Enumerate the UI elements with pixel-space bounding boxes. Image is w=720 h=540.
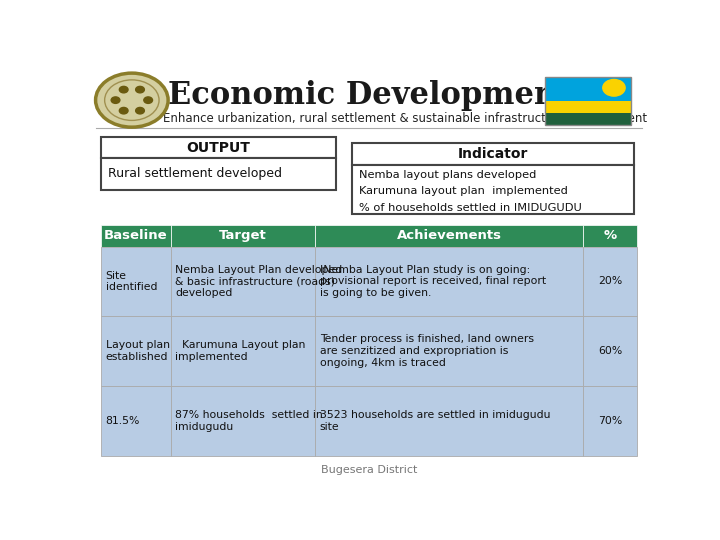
Bar — [545, 101, 631, 113]
Bar — [352, 165, 634, 214]
Text: Economic Development: Economic Development — [168, 80, 570, 111]
Circle shape — [135, 107, 145, 114]
Text: INemba Layout Plan study is on going:
provisional report is received, final repo: INemba Layout Plan study is on going: pr… — [320, 265, 546, 298]
Text: Rural settlement developed: Rural settlement developed — [108, 167, 282, 180]
Text: % of households settled in IMIDUGUDU: % of households settled in IMIDUGUDU — [359, 203, 582, 213]
Circle shape — [96, 73, 168, 127]
Bar — [352, 143, 634, 165]
Text: 20%: 20% — [598, 276, 622, 286]
Bar — [101, 137, 336, 158]
Text: %: % — [603, 229, 616, 242]
Text: OUTPUT: OUTPUT — [186, 140, 251, 154]
Bar — [583, 246, 636, 316]
Text: Target: Target — [220, 229, 267, 242]
Text: Karumuna layout plan  implemented: Karumuna layout plan implemented — [359, 186, 568, 196]
Bar — [315, 316, 583, 386]
Bar — [171, 246, 315, 316]
Circle shape — [603, 79, 625, 96]
Text: Site
identified: Site identified — [106, 271, 157, 292]
Bar — [171, 386, 315, 456]
Bar — [171, 225, 315, 246]
Text: 70%: 70% — [598, 416, 622, 426]
Text: 81.5%: 81.5% — [106, 416, 140, 426]
Bar — [315, 225, 583, 246]
Bar — [583, 316, 636, 386]
Bar — [545, 77, 631, 101]
Text: Bugesera District: Bugesera District — [321, 465, 417, 475]
Circle shape — [111, 97, 120, 103]
Text: Nemba Layout Plan developed
& basic infrastructure (roads)
developed: Nemba Layout Plan developed & basic infr… — [175, 265, 343, 298]
Text: 60%: 60% — [598, 346, 622, 356]
Bar — [171, 316, 315, 386]
Text: Indicator: Indicator — [458, 147, 528, 161]
Bar — [315, 246, 583, 316]
Bar — [583, 225, 636, 246]
Bar — [315, 386, 583, 456]
Circle shape — [120, 107, 128, 114]
Text: Tender process is finished, land owners
are senzitized and expropriation is
ongo: Tender process is finished, land owners … — [320, 334, 534, 368]
Text: Achievements: Achievements — [397, 229, 502, 242]
Text: Karumuna Layout plan
implemented: Karumuna Layout plan implemented — [175, 340, 305, 362]
Bar — [101, 316, 171, 386]
Bar — [545, 77, 631, 125]
Circle shape — [135, 86, 145, 93]
Bar — [101, 225, 171, 246]
Bar — [101, 386, 171, 456]
Circle shape — [120, 86, 128, 93]
Circle shape — [144, 97, 153, 103]
Text: Baseline: Baseline — [104, 229, 168, 242]
Text: 3523 households are settled in imidugudu
site: 3523 households are settled in imidugudu… — [320, 410, 550, 431]
Text: Layout plan
established: Layout plan established — [106, 340, 170, 362]
Text: Enhance urbanization, rural settlement & sustainable infrastructure development: Enhance urbanization, rural settlement &… — [163, 112, 647, 125]
Bar — [545, 113, 631, 125]
Text: Nemba layout plans developed: Nemba layout plans developed — [359, 170, 536, 180]
Bar — [101, 246, 171, 316]
Bar — [583, 386, 636, 456]
Bar — [101, 158, 336, 190]
Text: 87% households  settled in
imidugudu: 87% households settled in imidugudu — [175, 410, 323, 431]
